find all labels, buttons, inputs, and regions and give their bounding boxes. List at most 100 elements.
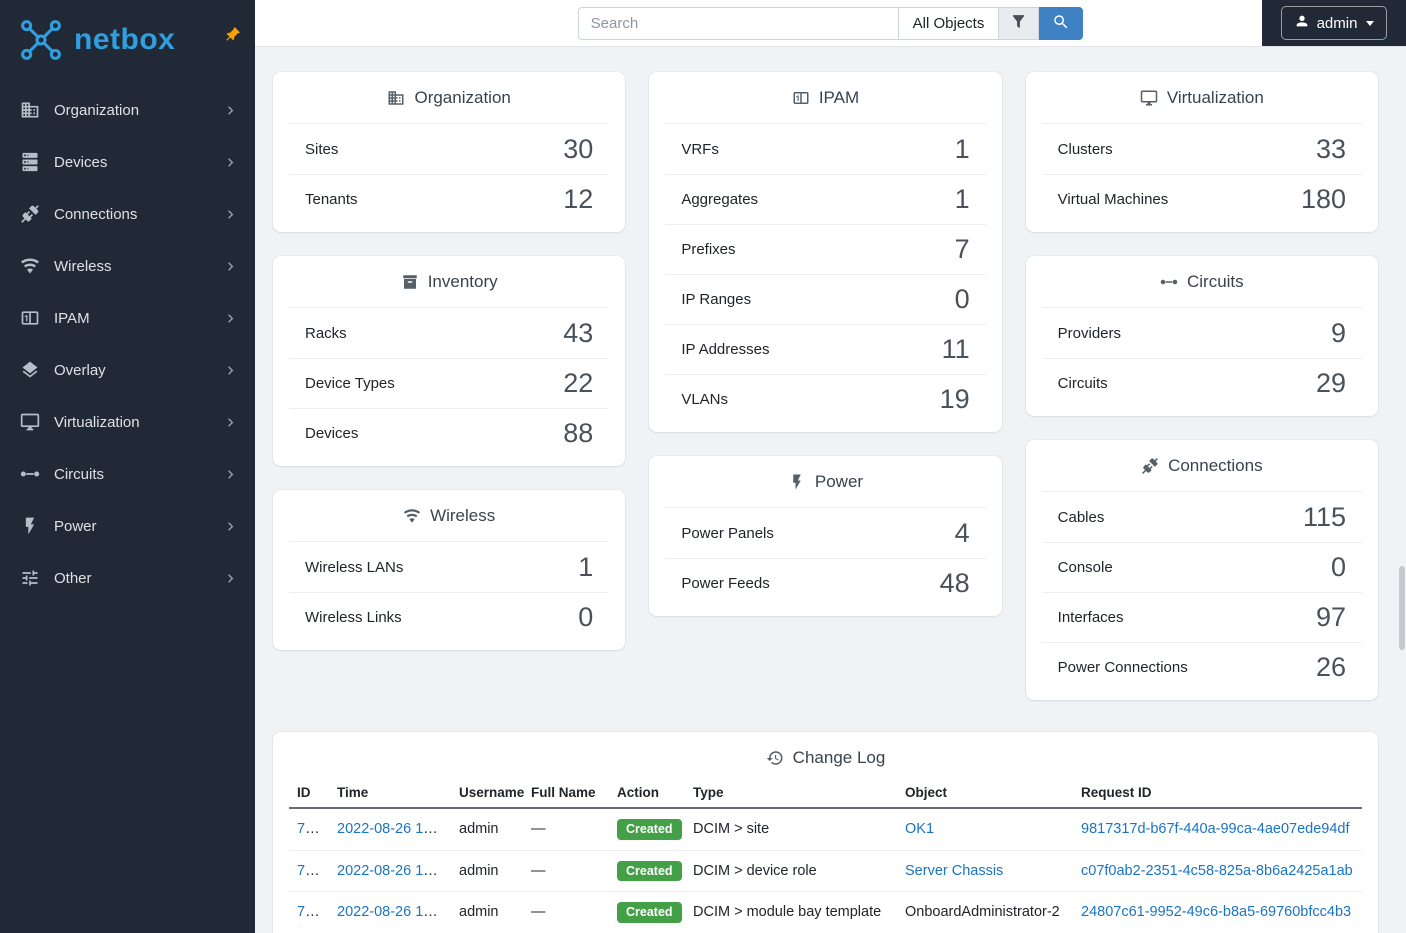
chevron-right-icon <box>222 414 239 431</box>
home-link[interactable]: netbox <box>0 0 255 78</box>
filter-button[interactable] <box>999 6 1040 40</box>
pin-icon[interactable] <box>219 22 244 47</box>
sidebar-item-devices[interactable]: Devices <box>0 136 255 188</box>
stat-value-link[interactable]: 7 <box>954 234 970 264</box>
stat-value-link[interactable]: 88 <box>563 418 594 448</box>
search-input[interactable] <box>577 6 898 40</box>
stat-row-circuits: Circuits 29 <box>1041 358 1362 408</box>
stat-row-device-types: Device Types 22 <box>289 358 610 408</box>
changelog-time-link[interactable]: 2022-08-26 14:15 <box>337 904 451 921</box>
sidebar-item-circuits[interactable]: Circuits <box>0 448 255 500</box>
sidebar-item-label: Devices <box>54 153 108 171</box>
stat-value-link[interactable]: 30 <box>563 133 594 164</box>
username-label: admin <box>1316 14 1358 32</box>
object-type-button[interactable]: All Objects <box>897 6 1000 40</box>
changelog-request-id-link[interactable]: 9817317d-b67f-440a-99ca-4ae07ede94df <box>1081 821 1350 838</box>
changelog-time-link[interactable]: 2022-08-26 14:17 <box>337 862 451 879</box>
stat-label: Devices <box>305 425 359 442</box>
card-title: Virtualization <box>1166 88 1264 107</box>
stat-value-link[interactable]: 1 <box>954 133 970 164</box>
sidebar-item-organization[interactable]: Organization <box>0 84 255 136</box>
card-connections: Connections Cables 115 Console 0 Interfa… <box>1025 440 1378 700</box>
chevron-right-icon <box>222 362 239 379</box>
stat-value-link[interactable]: 19 <box>939 384 970 414</box>
sidebar-item-wireless[interactable]: Wireless <box>0 240 255 292</box>
stat-value-link[interactable]: 1 <box>578 551 594 582</box>
changelog-username: admin <box>451 808 523 851</box>
stat-row-power-panels: Power Panels 4 <box>665 508 985 558</box>
chevron-right-icon <box>222 206 239 223</box>
stat-label: Wireless Links <box>305 609 402 626</box>
sidebar-item-connections[interactable]: Connections <box>0 188 255 240</box>
changelog-type: DCIM > module bay template <box>685 891 897 933</box>
changelog-card: Change Log ID Time Username Full Name Ac… <box>273 732 1378 933</box>
stat-row-wireless-lans: Wireless LANs 1 <box>289 542 609 592</box>
wifi-icon <box>403 507 421 525</box>
changelog-row: 755 2022-08-26 14:22 admin — Created DCI… <box>289 808 1362 851</box>
search-icon <box>1052 13 1070 34</box>
changelog-object: OnboardAdministrator-2 <box>905 904 1060 921</box>
stat-value-link[interactable]: 97 <box>1315 602 1346 632</box>
sidebar-item-label: Power <box>54 517 97 535</box>
stat-value-link[interactable]: 26 <box>1315 652 1346 682</box>
stat-value-link[interactable]: 0 <box>1330 552 1346 582</box>
card-power: Power Power Panels 4 Power Feeds 48 <box>649 456 1002 616</box>
stat-value-link[interactable]: 22 <box>563 368 594 398</box>
changelog-time-link[interactable]: 2022-08-26 14:22 <box>337 821 451 838</box>
stat-value-link[interactable]: 0 <box>578 602 594 632</box>
chevron-right-icon <box>222 258 239 275</box>
stat-label: IP Addresses <box>681 341 770 358</box>
changelog-id-link[interactable]: 754 <box>297 862 322 879</box>
card-circuits-header: Circuits <box>1041 256 1362 308</box>
stat-value-link[interactable]: 43 <box>563 317 594 348</box>
stat-label: Sites <box>305 140 339 158</box>
stat-value-link[interactable]: 33 <box>1315 133 1346 164</box>
stat-label: Console <box>1057 559 1113 576</box>
monitor-icon <box>1140 89 1158 107</box>
stat-value-link[interactable]: 48 <box>939 568 970 598</box>
stat-label: Prefixes <box>681 241 736 258</box>
card-title: IPAM <box>818 88 860 107</box>
sidebar-item-ipam[interactable]: IPAM <box>0 292 255 344</box>
card-title: Organization <box>414 88 511 107</box>
changelog-object-link[interactable]: OK1 <box>905 821 935 838</box>
stat-value-link[interactable]: 4 <box>954 517 970 548</box>
changelog-id-link[interactable]: 755 <box>297 821 322 838</box>
stat-value-link[interactable]: 9 <box>1330 317 1346 348</box>
stat-label: VLANs <box>681 391 729 408</box>
stat-value-link[interactable]: 29 <box>1315 368 1346 398</box>
stat-label: Tenants <box>305 191 358 208</box>
changelog-full-name: — <box>523 850 609 892</box>
changelog-object-link[interactable]: Server Chassis <box>905 862 1004 879</box>
search-group: All Objects <box>577 6 1084 40</box>
stat-value-link[interactable]: 1 <box>954 184 970 214</box>
col-header-username: Username <box>451 778 524 809</box>
changelog-request-id-link[interactable]: 24807c61-9952-49c6-b8a5-69760bfcc4b3 <box>1081 904 1352 921</box>
stat-value-link[interactable]: 0 <box>954 284 970 314</box>
brand-name: netbox <box>74 23 176 56</box>
user-menu-button[interactable]: admin <box>1280 6 1388 40</box>
stat-value-link[interactable]: 180 <box>1300 184 1346 214</box>
sidebar-item-overlay[interactable]: Overlay <box>0 344 255 396</box>
created-badge: Created <box>617 819 682 840</box>
stat-row-interfaces: Interfaces 97 <box>1041 592 1362 642</box>
topbar: All Objects admin <box>255 0 1406 47</box>
search-submit-button[interactable] <box>1039 6 1084 40</box>
sidebar-item-other[interactable]: Other <box>0 552 255 604</box>
chevron-right-icon <box>222 570 239 587</box>
changelog-request-id-link[interactable]: c07f0ab2-2351-4c58-825a-8b6a2425a1ab <box>1081 862 1353 879</box>
stat-value-link[interactable]: 115 <box>1302 501 1346 532</box>
stat-value-link[interactable]: 11 <box>941 334 970 364</box>
lightning-icon <box>788 473 806 491</box>
sidebar-item-virtualization[interactable]: Virtualization <box>0 396 255 448</box>
stat-value-link[interactable]: 12 <box>563 184 594 214</box>
stat-label: Cables <box>1057 508 1105 526</box>
col-header-full-name: Full Name <box>523 778 609 809</box>
created-badge: Created <box>617 902 682 923</box>
scrollbar-thumb[interactable] <box>1399 566 1405 650</box>
changelog-id-link[interactable]: 753 <box>297 904 322 921</box>
cable-icon <box>1141 457 1159 475</box>
sidebar-item-power[interactable]: Power <box>0 500 255 552</box>
created-badge: Created <box>617 860 682 881</box>
col-header-request-id: Request ID <box>1073 778 1362 809</box>
